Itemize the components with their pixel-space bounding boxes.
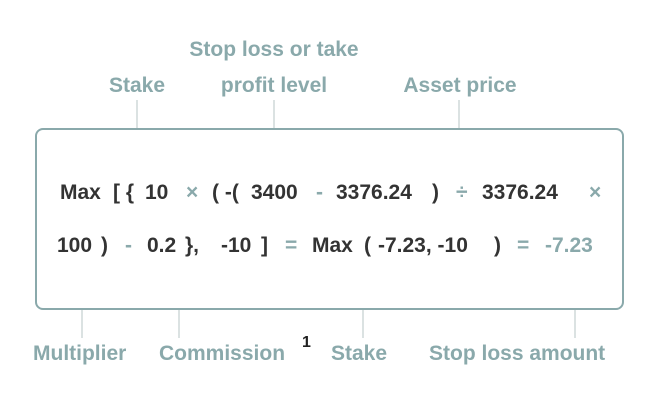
- divide-operator: ÷: [456, 181, 468, 204]
- price-value-1: 3376.24: [336, 181, 412, 204]
- neg-stake-value: -10: [221, 234, 252, 257]
- result-value: -7.23: [545, 234, 593, 257]
- minus-operator-2: -: [125, 234, 132, 257]
- commission-value: 0.2: [147, 234, 177, 257]
- formula-box: [35, 128, 624, 310]
- equals-operator-2: =: [517, 234, 530, 257]
- times-operator-1: ×: [186, 181, 199, 204]
- equals-operator-1: =: [285, 234, 298, 257]
- open-brackets: [ {: [113, 181, 134, 204]
- close-bracket: ]: [261, 234, 268, 257]
- close-paren-3: ): [494, 234, 501, 257]
- max-keyword-2: Max: [312, 234, 353, 257]
- label-sl-tp-line2: profit level: [220, 74, 328, 97]
- label-stop-loss-amount: Stop loss amount: [429, 342, 606, 365]
- close-brace: },: [185, 234, 200, 257]
- label-multiplier: Multiplier: [33, 342, 127, 365]
- price-value-2: 3376.24: [482, 181, 558, 204]
- close-paren-2: ): [101, 234, 108, 257]
- open-paren-neg: ( -(: [212, 181, 239, 204]
- max-arguments: -7.23, -10: [378, 234, 468, 257]
- times-operator-2: ×: [589, 181, 602, 204]
- minus-operator-1: -: [316, 181, 323, 204]
- multiplier-value: 100: [57, 234, 93, 257]
- max-keyword: Max: [60, 181, 101, 204]
- stake-value: 10: [145, 181, 169, 204]
- footnote-marker: 1: [302, 334, 311, 351]
- open-paren-2: (: [364, 234, 371, 257]
- close-paren-1: ): [432, 181, 439, 204]
- label-sl-tp-line1: Stop loss or take: [189, 38, 359, 61]
- label-commission: Commission: [159, 342, 286, 365]
- level-value: 3400: [251, 181, 298, 204]
- label-stake-bottom: Stake: [331, 342, 388, 365]
- label-asset-price: Asset price: [403, 74, 517, 97]
- label-stake-top: Stake: [108, 74, 166, 97]
